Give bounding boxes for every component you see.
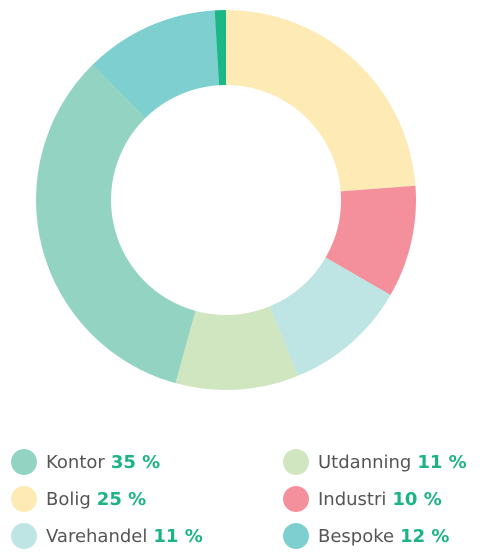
legend-label: Utdanning 11 % xyxy=(318,452,467,473)
legend-name: Industri xyxy=(318,489,386,510)
legend-label: Kontor 35 % xyxy=(46,452,160,473)
legend-value: 11 % xyxy=(417,452,466,473)
legend-swatch xyxy=(11,449,37,475)
legend-swatch xyxy=(11,486,37,512)
donut-segment xyxy=(214,10,226,86)
legend-name: Utdanning xyxy=(318,452,411,473)
legend-swatch xyxy=(283,449,309,475)
donut-segment xyxy=(92,10,220,119)
legend-swatch xyxy=(283,486,309,512)
legend-label: Varehandel 11 % xyxy=(46,526,203,547)
legend-value: 10 % xyxy=(392,489,441,510)
donut-segment xyxy=(226,10,416,192)
legend-value: 11 % xyxy=(153,526,202,547)
legend-value: 12 % xyxy=(400,526,449,547)
legend-label: Industri 10 % xyxy=(318,489,442,510)
legend-label: Bespoke 12 % xyxy=(318,526,449,547)
legend-swatch xyxy=(283,523,309,549)
legend-name: Varehandel xyxy=(46,526,147,547)
legend-value: 25 % xyxy=(97,489,146,510)
donut-segment xyxy=(35,64,196,384)
donut-segment xyxy=(325,185,416,295)
legend-name: Bolig xyxy=(46,489,91,510)
legend-name: Bespoke xyxy=(318,526,394,547)
donut-segment xyxy=(269,257,391,376)
legend-label: Bolig 25 % xyxy=(46,489,146,510)
legend-value: 35 % xyxy=(111,452,160,473)
legend-name: Kontor xyxy=(46,452,105,473)
legend-swatch xyxy=(11,523,37,549)
donut-segment xyxy=(175,306,299,391)
